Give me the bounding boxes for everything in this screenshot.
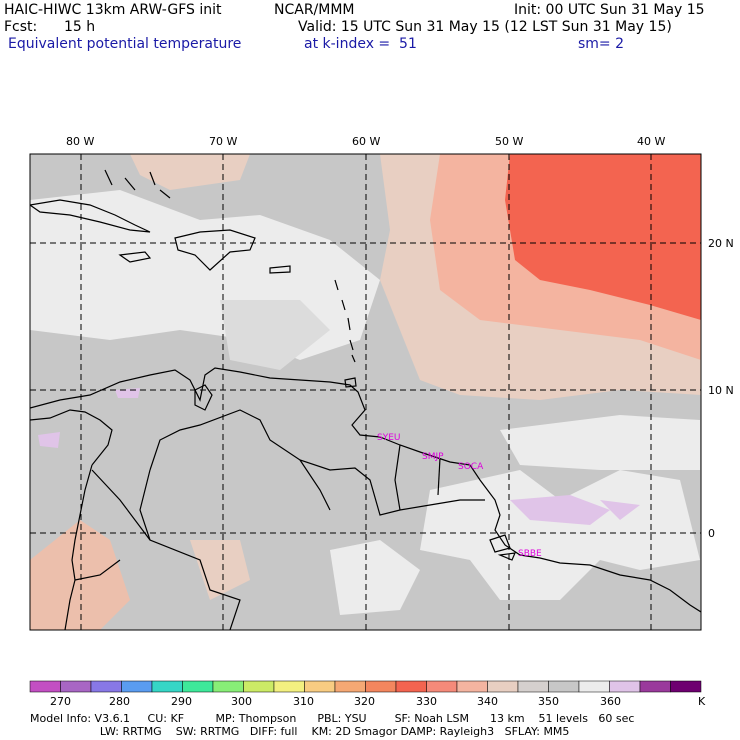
colorbar-label: 310 [293, 695, 314, 708]
trinidad-coast [344, 377, 357, 388]
lon-label: 60 W [352, 135, 380, 148]
colorbar-label: 340 [477, 695, 498, 708]
smoothing: sm= 2 [578, 36, 625, 52]
light-gray-region [500, 415, 700, 470]
south-america-coast [30, 367, 701, 613]
colorbar-label: 350 [538, 695, 559, 708]
colorbar-segment [395, 680, 427, 693]
colorbar-label: 300 [231, 695, 252, 708]
colorbar-segment [578, 680, 610, 693]
light-gray-region [420, 470, 700, 600]
gray-patch [220, 300, 330, 370]
colorbar-label: 270 [50, 695, 71, 708]
field-name: Equivalent potential temperature [8, 36, 242, 52]
coastlines [30, 169, 701, 630]
colorbar-segment [365, 680, 397, 693]
colorbar-segment [212, 680, 244, 693]
colorbar-segment [426, 680, 458, 693]
border-line [299, 459, 331, 511]
border-line [91, 469, 151, 541]
lat-label: 10 N [708, 384, 734, 397]
panama-coast [30, 409, 113, 466]
lon-label: 80 W [66, 135, 94, 148]
forecast-hours: 15 h [64, 19, 96, 35]
bahamas-coast [104, 169, 171, 199]
light-gray-region [330, 540, 420, 615]
lat-label: 20 N [708, 237, 734, 250]
colorbar-segment [121, 680, 153, 693]
lavender-patch [38, 432, 60, 448]
lat-lon-grid [30, 154, 701, 630]
jamaica-coast [118, 251, 152, 263]
colorbar-segment [273, 680, 305, 693]
station-label: SBBE [518, 549, 542, 559]
lat-label: 0 [708, 527, 715, 540]
valid-time: Valid: 15 UTC Sun 31 May 15 (12 LST Sun … [298, 19, 672, 35]
map-frame [29, 153, 702, 631]
colorbar-label: 320 [354, 695, 375, 708]
colorbar-segment [609, 680, 641, 693]
colorbar-segment [182, 680, 214, 693]
level-index: at k-index = 51 [304, 36, 417, 52]
colorbar-label: 330 [416, 695, 437, 708]
colorbar-segment [304, 680, 336, 693]
init-time: Init: 00 UTC Sun 31 May 15 [514, 2, 705, 18]
border-line [149, 409, 485, 516]
puerto-rico-coast [269, 265, 291, 274]
border-line [74, 559, 121, 581]
field-shading [30, 154, 701, 630]
pacific-coast [64, 464, 93, 630]
red-region [505, 154, 701, 320]
colorbar-segment [517, 680, 549, 693]
tan-region [190, 540, 250, 600]
model-info-line2: LW: RRTMG SW: RRTMG DIFF: full KM: 2D Sm… [30, 725, 570, 738]
lon-label: 40 W [637, 135, 665, 148]
cuba-coast [30, 199, 151, 233]
salmon-region [30, 520, 130, 630]
colorbar-segment [151, 680, 183, 693]
model-title: HAIC-HIWC 13km ARW-GFS init [4, 2, 222, 18]
colorbar-segment [456, 680, 488, 693]
station-label: SYEU [377, 433, 400, 443]
colorbar-segment [334, 680, 366, 693]
lon-label: 70 W [209, 135, 237, 148]
colorbar-segment [639, 680, 671, 693]
colorbar-segment [243, 680, 275, 693]
colorbar-label: 290 [171, 695, 192, 708]
colorbar-segment [487, 680, 519, 693]
colorbar-segment [548, 680, 580, 693]
tan-region [130, 154, 250, 190]
model-info-line1: Model Info: V3.6.1 CU: KF MP: Thompson P… [30, 712, 635, 725]
lavender-patch [600, 500, 640, 520]
colorbar [29, 680, 702, 693]
colorbar-segment [29, 680, 61, 693]
lon-label: 50 W [495, 135, 523, 148]
border-line [139, 469, 241, 630]
colorbar-label: 280 [109, 695, 130, 708]
colorbar-segment [90, 680, 122, 693]
lake-maracaibo [194, 384, 213, 411]
station-label: SOCA [458, 462, 484, 472]
forecast-label: Fcst: [4, 19, 38, 35]
hispaniola-coast [174, 229, 256, 271]
border-line [437, 457, 441, 496]
lesser-antilles [334, 279, 356, 363]
organization: NCAR/MMM [274, 2, 355, 18]
colorbar-unit: K [698, 695, 706, 708]
colorbar-segment [60, 680, 92, 693]
colorbar-segment [670, 680, 702, 693]
lavender-patch [510, 495, 610, 525]
station-label: SMJP [422, 452, 444, 462]
marajo-coast [489, 534, 516, 561]
colorbar-label: 360 [600, 695, 621, 708]
border-line [394, 444, 401, 511]
